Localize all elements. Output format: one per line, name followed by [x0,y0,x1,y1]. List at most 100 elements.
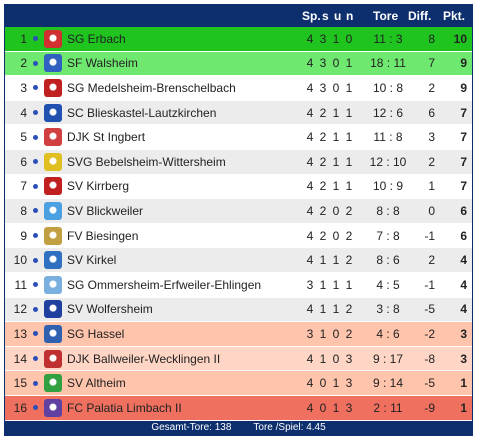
goal-difference: 6 [428,105,435,120]
draws: 1 [332,31,340,46]
goal-difference: -8 [424,351,435,366]
points: 3 [460,351,467,366]
team-logo [43,248,63,272]
points: 6 [460,228,467,243]
team-name[interactable]: SC Blieskastel-Lautzkirchen [67,105,217,120]
bullet-icon [31,150,39,174]
games-played: 4 [306,130,314,145]
team-name[interactable]: DJK Ballweiler-Wecklingen II [67,351,221,366]
table-row[interactable]: 1 SG Erbach 4 3 1 0 11 : 3 8 10 [5,27,472,52]
goals: 2 : 11 [373,400,403,415]
table-row[interactable]: 15 SV Altheim 4 0 1 3 9 : 14 -5 1 [5,371,472,396]
goals: 10 : 9 [372,179,404,194]
team-name[interactable]: SV Kirkel [67,253,117,268]
team-logo [43,101,63,125]
goals: 12 : 6 [372,105,404,120]
rank-cell: 2 [20,56,27,71]
rank-cell: 14 [13,351,27,366]
rank-cell: 8 [20,203,27,218]
draws: 1 [332,400,340,415]
goal-difference: -1 [424,277,435,292]
goals: 7 : 8 [376,228,400,243]
games-played: 4 [306,80,314,95]
draws: 1 [332,376,340,391]
team-name[interactable]: SG Medelsheim-Brenschelbach [67,80,236,95]
draws: 0 [332,203,340,218]
losses: 2 [345,326,353,341]
games-played: 4 [306,31,314,46]
team-name[interactable]: SG Ommersheim-Erfweiler-Ehlingen [67,277,262,292]
table-row[interactable]: 9 FV Biesingen 4 2 0 2 7 : 8 -1 6 [5,223,472,249]
games-played: 3 [306,277,314,292]
team-name[interactable]: SG Erbach [67,31,126,46]
team-logo [43,27,63,51]
draws: 1 [332,277,340,292]
wins: 2 [319,154,327,169]
bullet-icon [31,224,39,248]
team-name[interactable]: SVG Bebelsheim-Wittersheim [67,154,226,169]
table-row[interactable]: 13 SG Hassel 3 1 0 2 4 : 6 -2 3 [5,322,472,347]
losses: 3 [345,351,353,366]
wins: 1 [319,302,327,317]
table-header: Sp. s u n Tore Diff. Pkt. [5,5,472,27]
rank-cell: 4 [20,105,27,120]
table-row[interactable]: 12 SV Wolfersheim 4 1 1 2 3 : 8 -5 4 [5,297,472,323]
team-name[interactable]: SG Hassel [67,326,125,341]
points: 1 [460,400,467,415]
table-row[interactable]: 11 SG Ommersheim-Erfweiler-Ehlingen 3 1 1 1 4 … [5,272,472,298]
goals: 3 : 8 [376,302,400,317]
team-name[interactable]: SV Kirrberg [67,179,130,194]
header-n: n [346,9,354,23]
table-row[interactable]: 14 DJK Ballweiler-Wecklingen II 4 1 0 3 9 : 17… [5,346,472,372]
draws: 0 [332,351,340,366]
draws: 1 [332,302,340,317]
losses: 0 [345,31,353,46]
wins: 3 [319,80,327,95]
team-name[interactable]: FC Palatia Limbach II [67,400,182,415]
team-name[interactable]: FV Biesingen [67,228,139,243]
team-logo [43,273,63,297]
team-name[interactable]: SV Altheim [67,376,126,391]
table-row[interactable]: 6 SVG Bebelsheim-Wittersheim 4 2 1 1 12 : 10 2 7 [5,149,472,175]
losses: 2 [345,228,353,243]
points: 4 [460,302,467,317]
table-row[interactable]: 2 SF Walsheim 4 3 0 1 18 : 11 7 9 [5,51,472,77]
losses: 2 [345,302,353,317]
draws: 1 [332,154,340,169]
table-body: 1 SG Erbach 4 3 1 0 11 : 3 8 10 2 SF Walsheim 4 3 0 1 1… [5,27,472,421]
games-played: 4 [306,302,314,317]
losses: 2 [345,253,353,268]
bullet-icon [31,347,39,371]
team-name[interactable]: SV Blickweiler [67,203,144,218]
wins: 2 [319,203,327,218]
draws: 1 [332,130,340,145]
wins: 2 [319,179,327,194]
games-played: 4 [306,203,314,218]
team-logo [43,199,63,223]
table-row[interactable]: 16 FC Palatia Limbach II 4 0 1 3 2 : 11 -9 1 [5,395,472,421]
goals: 11 : 3 [373,31,403,46]
rank-cell: 6 [20,154,27,169]
bullet-icon [31,322,39,346]
team-logo [43,76,63,100]
team-name[interactable]: DJK St Ingbert [67,130,146,145]
rank-cell: 13 [13,326,27,341]
draws: 1 [332,253,340,268]
games-played: 4 [306,400,314,415]
team-logo [43,298,63,322]
goal-difference: -5 [424,376,435,391]
losses: 1 [345,56,353,71]
rank-cell: 16 [13,400,27,415]
goal-difference: -2 [424,326,435,341]
games-played: 3 [306,326,314,341]
team-name[interactable]: SF Walsheim [67,56,138,71]
points: 7 [460,130,467,145]
team-name[interactable]: SV Wolfersheim [67,302,153,317]
goals: 18 : 11 [370,56,406,71]
